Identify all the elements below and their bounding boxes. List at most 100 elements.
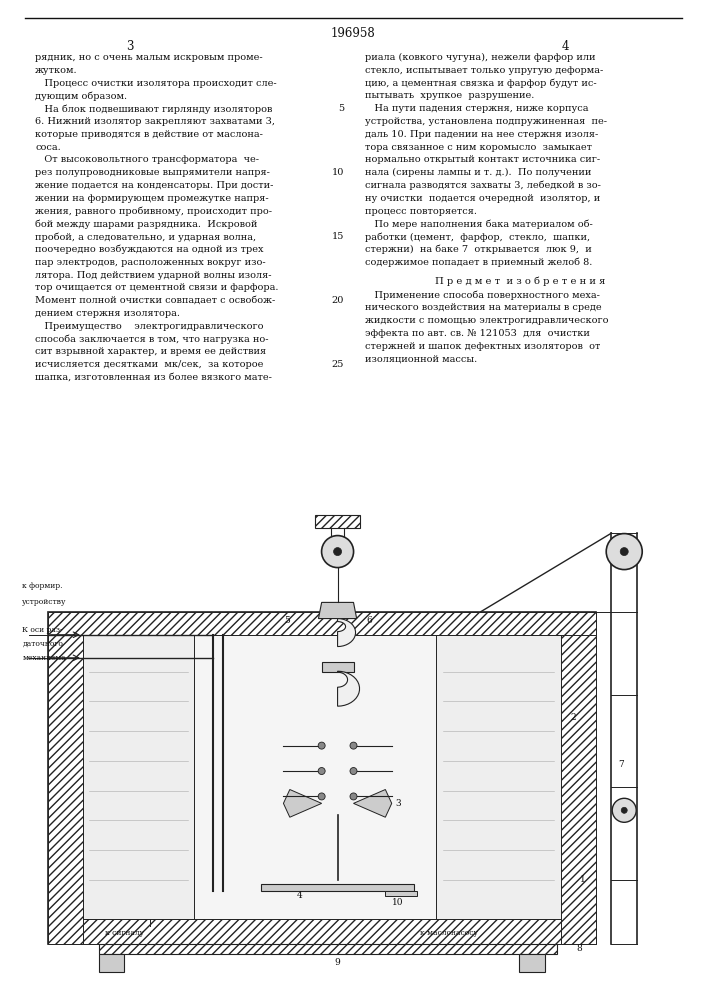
Text: работки (цемент,  фарфор,  стекло,  шапки,: работки (цемент, фарфор, стекло, шапки, [365,232,590,242]
Text: дением стержня изолятора.: дением стержня изолятора. [35,309,180,318]
Text: жения, равного пробивному, происходит про-: жения, равного пробивному, происходит пр… [35,207,272,216]
Text: нического воздействия на материалы в среде: нического воздействия на материалы в сре… [365,303,602,312]
Circle shape [318,793,325,800]
Polygon shape [385,891,417,896]
Text: пробой, а следовательно, и ударная волна,: пробой, а следовательно, и ударная волна… [35,232,256,242]
Text: механизма: механизма [22,654,66,662]
Text: исчисляется десятками  мк/сек,  за которое: исчисляется десятками мк/сек, за которое [35,360,264,369]
Text: даль 10. При падении на нее стержня изоля-: даль 10. При падении на нее стержня изол… [365,130,598,139]
Text: устройству: устройству [22,598,66,606]
Text: соса.: соса. [35,143,61,152]
Text: бой между шарами разрядника.  Искровой: бой между шарами разрядника. Искровой [35,219,257,229]
Text: цию, а цементная связка и фарфор будут ис-: цию, а цементная связка и фарфор будут и… [365,79,597,88]
Circle shape [334,548,341,556]
Text: пар электродов, расположенных вокруг изо-: пар электродов, расположенных вокруг изо… [35,258,266,267]
Text: 8: 8 [576,944,582,953]
Text: эффекта по авт. св. № 121053  для  очистки: эффекта по авт. св. № 121053 для очистки [365,329,590,338]
Polygon shape [354,790,392,817]
Text: 7: 7 [618,760,624,769]
Text: Применение способа поверхностного меха-: Применение способа поверхностного меха- [365,291,600,300]
Text: содержимое попадает в приемный желоб 8.: содержимое попадает в приемный желоб 8. [365,258,592,267]
Text: стержни)  на баке 7  открывается  люк 9,  и: стержни) на баке 7 открывается люк 9, и [365,245,592,254]
Polygon shape [322,662,354,672]
Text: 20: 20 [332,296,344,305]
Text: 6. Нижний изолятор закрепляют захватами 3,: 6. Нижний изолятор закрепляют захватами … [35,117,275,126]
Polygon shape [519,954,544,972]
Text: рез полупроводниковые выпрямители напря-: рез полупроводниковые выпрямители напря- [35,168,270,177]
Text: сигнала разводятся захваты 3, лебедкой в зо-: сигнала разводятся захваты 3, лебедкой в… [365,181,601,190]
Polygon shape [318,602,357,619]
Text: Преимущество    электрогидравлического: Преимущество электрогидравлического [35,322,264,331]
Text: стержней и шапок дефектных изоляторов  от: стержней и шапок дефектных изоляторов от [365,342,600,351]
Text: 2: 2 [570,713,575,722]
Text: дующим образом.: дующим образом. [35,91,127,101]
Text: ну очистки  подается очередной  изолятор, и: ну очистки подается очередной изолятор, … [365,194,600,203]
Text: сит взрывной характер, и время ее действия: сит взрывной характер, и время ее действ… [35,347,266,356]
Text: 9: 9 [334,958,341,967]
Circle shape [350,742,357,749]
Text: способа заключается в том, что нагрузка но-: способа заключается в том, что нагрузка … [35,335,269,344]
Polygon shape [561,612,595,944]
Text: 4: 4 [296,891,302,900]
Polygon shape [48,612,595,635]
Text: Процесс очистки изолятора происходит сле-: Процесс очистки изолятора происходит сле… [35,79,276,88]
Text: 3: 3 [127,40,134,53]
Polygon shape [99,954,124,972]
Polygon shape [436,635,561,919]
Text: поочередно возбуждаются на одной из трех: поочередно возбуждаются на одной из трех [35,245,264,254]
Circle shape [322,536,354,568]
Text: стекло, испытывает только упругую деформа-: стекло, испытывает только упругую деформ… [365,66,603,75]
Text: 3: 3 [395,799,401,808]
Text: По мере наполнения бака материалом об-: По мере наполнения бака материалом об- [365,219,592,229]
Text: пытывать  хрупкое  разрушение.: пытывать хрупкое разрушение. [365,91,534,100]
Text: рядник, но с очень малым искровым проме-: рядник, но с очень малым искровым проме- [35,53,262,62]
Circle shape [606,534,642,570]
Polygon shape [261,884,414,891]
Text: На блок подвешивают гирлянду изоляторов: На блок подвешивают гирлянду изоляторов [35,104,272,114]
Circle shape [350,793,357,800]
Text: которые приводятся в действие от маслона-: которые приводятся в действие от маслона… [35,130,263,139]
Polygon shape [83,635,194,919]
Text: нала (сирены лампы и т. д.).  По получении: нала (сирены лампы и т. д.). По получени… [365,168,591,177]
Text: 15: 15 [332,232,344,241]
Text: жение подается на конденсаторы. При дости-: жение подается на конденсаторы. При дост… [35,181,274,190]
Polygon shape [48,612,83,944]
Circle shape [621,807,627,813]
Text: даточного: даточного [22,640,63,648]
Polygon shape [83,635,561,919]
Text: устройства, установлена подпружиненная  пе-: устройства, установлена подпружиненная п… [365,117,607,126]
Text: 25: 25 [332,360,344,369]
Text: к формир.: к формир. [22,582,63,590]
Text: процесс повторяется.: процесс повторяется. [365,207,477,216]
Text: 5: 5 [284,616,290,625]
Polygon shape [315,515,360,528]
Circle shape [612,798,636,822]
Text: шапка, изготовленная из более вязкого мате-: шапка, изготовленная из более вязкого ма… [35,373,272,382]
Circle shape [350,768,357,775]
Text: 5: 5 [338,104,344,113]
Text: нормально открытый контакт источника сиг-: нормально открытый контакт источника сиг… [365,155,600,164]
Text: 196958: 196958 [331,27,376,40]
Circle shape [620,548,629,556]
Text: к сигналу: к сигналу [105,929,144,937]
Text: жении на формирующем промежутке напря-: жении на формирующем промежутке напря- [35,194,269,203]
Text: изоляционной массы.: изоляционной массы. [365,355,477,364]
Text: 4: 4 [561,40,568,53]
Text: риала (ковкого чугуна), нежели фарфор или: риала (ковкого чугуна), нежели фарфор ил… [365,53,595,62]
Text: жидкости с помощью электрогидравлического: жидкости с помощью электрогидравлическог… [365,316,609,325]
Text: 10: 10 [332,168,344,177]
Text: тора связанное с ним коромысло  замыкает: тора связанное с ним коромысло замыкает [365,143,592,152]
Circle shape [318,742,325,749]
Text: От высоковольтного трансформатора  че-: От высоковольтного трансформатора че- [35,155,259,164]
Polygon shape [48,919,595,944]
Polygon shape [337,671,359,706]
Circle shape [318,768,325,775]
Polygon shape [337,619,356,647]
Polygon shape [99,944,557,954]
Text: к маслонасосу: к маслонасосу [420,929,478,937]
Text: тор очищается от цементной связи и фарфора.: тор очищается от цементной связи и фарфо… [35,283,279,292]
Text: 1: 1 [580,875,585,884]
Text: На пути падения стержня, ниже корпуса: На пути падения стержня, ниже корпуса [365,104,588,113]
Text: Момент полной очистки совпадает с освобож-: Момент полной очистки совпадает с освобо… [35,296,275,305]
Text: К оси раз-: К оси раз- [22,626,63,634]
